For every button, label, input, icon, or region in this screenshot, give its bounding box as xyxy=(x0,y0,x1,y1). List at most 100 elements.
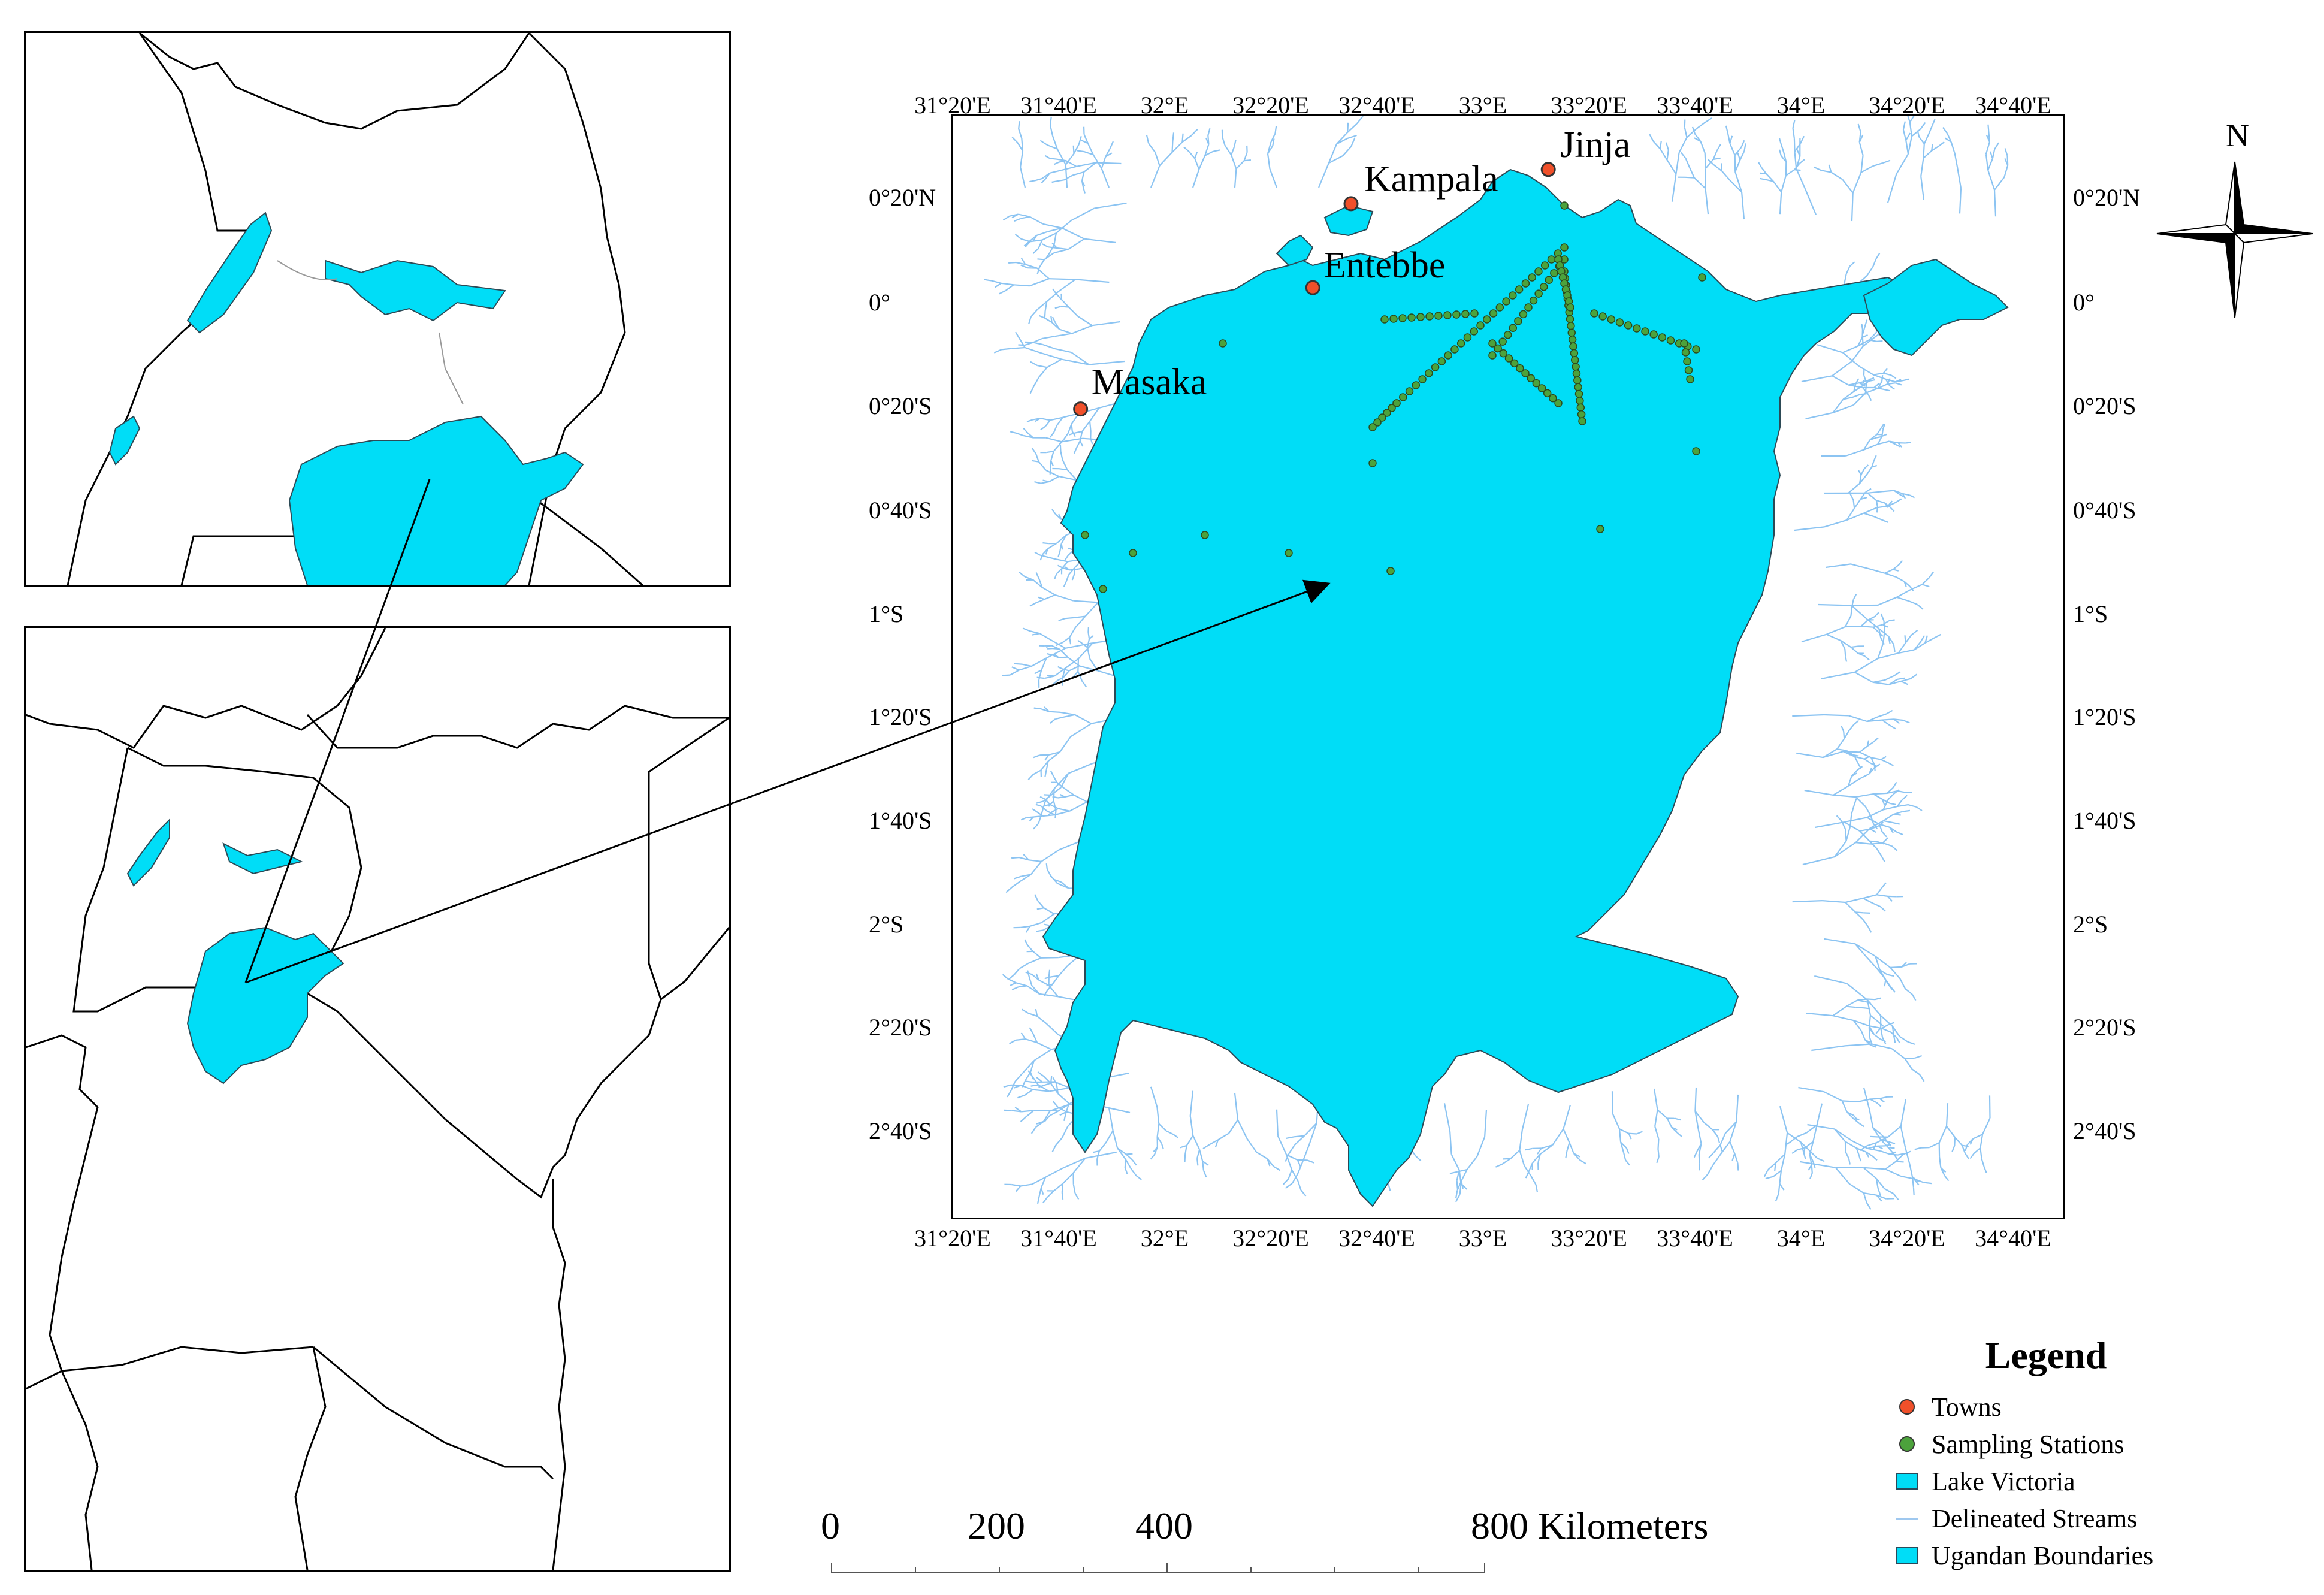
sampling-station-marker xyxy=(1378,413,1386,422)
scale-label-800: 800 Kilometers xyxy=(1471,1505,1709,1547)
sampling-station-marker xyxy=(1534,267,1543,276)
sampling-station-marker xyxy=(1539,282,1548,291)
sampling-station-marker xyxy=(1519,310,1528,319)
sampling-station-marker xyxy=(1495,303,1504,312)
lon-tick-label-top: 34°E xyxy=(1776,92,1826,119)
kenya-border xyxy=(307,717,729,1199)
lat-tick-label-right: 2°20'S xyxy=(2073,1014,2136,1041)
sampling-station-marker xyxy=(1698,273,1706,282)
sampling-station-marker xyxy=(1545,276,1554,285)
lat-tick-label-right: 2°S xyxy=(2073,911,2108,938)
lat-tick-label-left: 1°20'S xyxy=(869,703,932,730)
sampling-station-marker xyxy=(1434,312,1443,320)
sampling-station-marker xyxy=(1498,337,1507,346)
scale-label-0: 0 xyxy=(821,1505,840,1547)
sampling-station-marker xyxy=(1368,423,1377,431)
sampling-station-marker xyxy=(1524,303,1533,312)
sampling-station-marker xyxy=(1383,409,1391,417)
sampling-station-marker xyxy=(1461,310,1470,318)
sampling-station-marker xyxy=(1412,381,1421,389)
sampling-station-marker xyxy=(1388,404,1396,412)
sampling-station-marker xyxy=(1684,366,1693,374)
lon-tick-label-bottom: 31°40'E xyxy=(1020,1225,1097,1252)
lake-victoria-east-gulf xyxy=(1863,258,2009,357)
sampling-station-marker xyxy=(1418,375,1427,383)
lon-tick-label-bottom: 34°40'E xyxy=(1975,1225,2051,1252)
sampling-station-marker xyxy=(1540,261,1549,270)
lake-victoria-north-bay xyxy=(1276,234,1314,267)
lat-tick-label-right: 1°40'S xyxy=(2073,807,2136,834)
region-outline-map xyxy=(26,628,729,1570)
sampling-station-marker xyxy=(1373,418,1382,427)
lake-victoria-main-map xyxy=(984,116,2009,1210)
sampling-station-marker xyxy=(1590,309,1598,318)
sampling-station-marker xyxy=(1680,339,1688,348)
sampling-station-marker xyxy=(1488,339,1497,348)
lon-tick-label-top: 34°40'E xyxy=(1975,92,2051,119)
lon-tick-label-bottom: 34°20'E xyxy=(1869,1225,1945,1252)
legend-box: Legend Towns Sampling Stations Lake Vict… xyxy=(1893,1333,2313,1574)
lake-albert-small xyxy=(126,818,170,887)
sampling-station-marker xyxy=(1683,357,1691,365)
sampling-station-marker xyxy=(1470,327,1478,336)
sampling-station-marker xyxy=(1443,311,1452,319)
town-label-entebbe: Entebbe xyxy=(1323,245,1446,286)
lat-tick-label-right: 0° xyxy=(2073,289,2095,316)
lon-tick-label-top: 33°E xyxy=(1458,92,1507,119)
sampling-stations-dot-icon xyxy=(1899,1436,1915,1452)
lon-tick-label-top: 31°40'E xyxy=(1020,92,1097,119)
sampling-station-marker xyxy=(1129,549,1137,557)
lake-victoria-inset1 xyxy=(288,415,584,585)
main-map-frame xyxy=(951,114,2065,1219)
lat-tick-label-right: 0°40'S xyxy=(2073,497,2136,524)
lat-tick-label-left: 2°40'S xyxy=(869,1117,932,1144)
sampling-station-marker xyxy=(1380,315,1389,324)
sampling-station-marker xyxy=(1549,394,1557,403)
sampling-station-marker xyxy=(1489,309,1498,318)
towns-dot-icon xyxy=(1899,1399,1915,1415)
lon-tick-label-bottom: 34°E xyxy=(1776,1225,1826,1252)
legend-item-sampling-stations: Sampling Stations xyxy=(1893,1425,2313,1463)
sampling-station-marker xyxy=(1615,318,1624,327)
town-marker-jinja xyxy=(1540,162,1556,177)
sampling-station-marker xyxy=(1566,303,1574,312)
sampling-station-marker xyxy=(1658,333,1667,342)
sampling-station-marker xyxy=(1407,313,1416,322)
sampling-station-marker xyxy=(1516,364,1524,373)
lat-tick-label-right: 1°S xyxy=(2073,600,2108,627)
sampling-station-marker xyxy=(1560,201,1569,210)
sampling-station-marker xyxy=(1509,291,1517,300)
connector-line-uganda xyxy=(244,479,431,983)
region-border-north xyxy=(26,628,386,749)
lat-tick-label-left: 2°S xyxy=(869,911,904,938)
lon-tick-label-top: 32°20'E xyxy=(1232,92,1309,119)
sampling-station-marker xyxy=(1444,351,1452,360)
town-label-masaka: Masaka xyxy=(1091,361,1207,403)
lat-tick-label-left: 1°S xyxy=(869,600,904,627)
sampling-station-marker xyxy=(1399,393,1407,401)
uganda-outline-map xyxy=(67,33,643,585)
sampling-station-marker xyxy=(1543,389,1552,398)
stream-line-icon xyxy=(1896,1517,1918,1520)
sampling-station-marker xyxy=(1534,289,1543,298)
town-label-jinja: Jinja xyxy=(1560,124,1631,165)
scale-bar-line xyxy=(831,1563,1485,1573)
lake-kyoga xyxy=(325,259,506,322)
sampling-station-marker xyxy=(1425,312,1434,321)
sampling-station-marker xyxy=(1398,314,1407,322)
sampling-station-marker xyxy=(1528,273,1536,282)
sampling-station-marker xyxy=(1692,447,1700,455)
sampling-station-marker xyxy=(1521,369,1530,377)
sampling-station-marker xyxy=(1598,312,1607,321)
sampling-station-marker xyxy=(1425,369,1433,377)
sampling-stations xyxy=(1081,201,1706,593)
inset-map-east-africa xyxy=(24,626,731,1572)
sampling-station-marker xyxy=(1470,309,1479,318)
sampling-station-marker xyxy=(1431,363,1440,371)
lake-edward xyxy=(108,415,141,466)
lake-albert xyxy=(186,212,273,334)
sampling-station-marker xyxy=(1649,330,1658,339)
legend-label: Sampling Stations xyxy=(1932,1429,2124,1459)
lon-tick-label-bottom: 32°E xyxy=(1140,1225,1189,1252)
